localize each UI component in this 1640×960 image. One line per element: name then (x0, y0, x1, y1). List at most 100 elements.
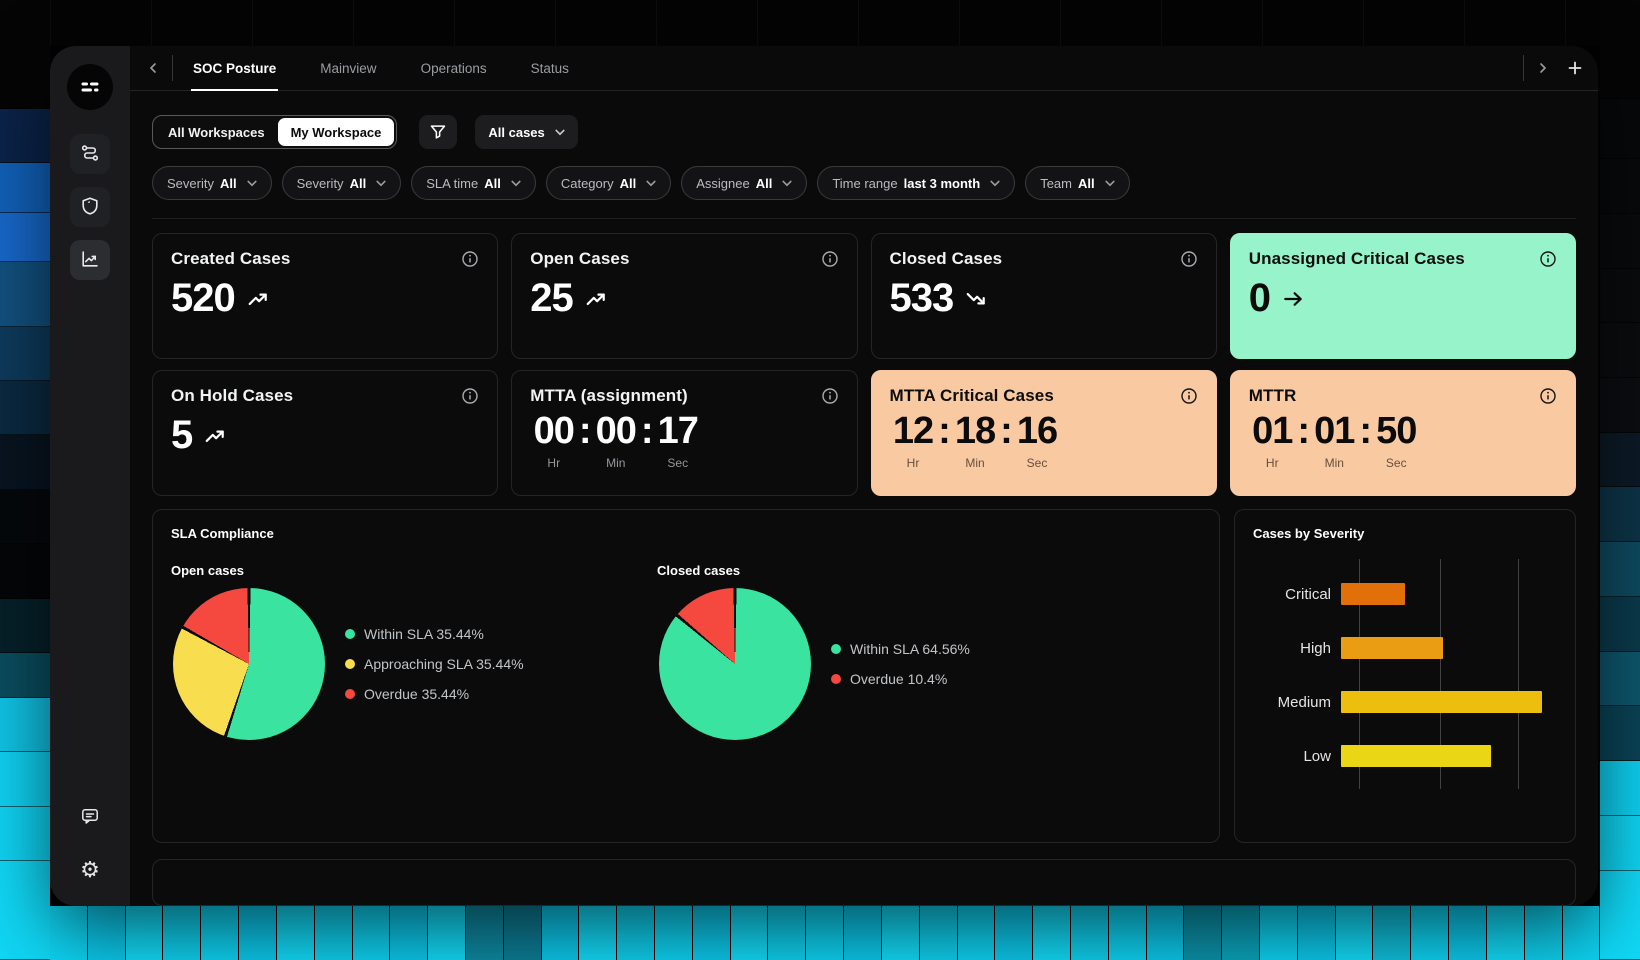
severity-bar-chart: Critical High Medium (1253, 567, 1557, 783)
legend-dot-approaching-sla (345, 659, 355, 669)
kpi-title: Closed Cases (890, 249, 1003, 269)
pill-label: Team (1040, 176, 1072, 191)
kpi-title: MTTA (assignment) (530, 386, 688, 406)
tab-soc-posture[interactable]: SOC Posture (191, 46, 278, 90)
severity-row-medium: Medium (1253, 675, 1557, 729)
chevron-down-icon (376, 180, 386, 187)
tab-mainview[interactable]: Mainview (318, 46, 378, 90)
time-unit-labels: HrMinSec (530, 456, 838, 470)
time-range-filter[interactable]: Time rangelast 3 month (817, 166, 1015, 200)
pill-label: Severity (167, 176, 214, 191)
team-filter[interactable]: TeamAll (1025, 166, 1129, 200)
sidebar-item-settings[interactable]: ⚙ (70, 850, 110, 890)
cases-by-severity-card: Cases by Severity Critical High (1234, 509, 1576, 843)
sla-compliance-title: SLA Compliance (171, 526, 1201, 541)
kpi-time-value: 12:18:16 (890, 410, 1198, 453)
category-filter[interactable]: CategoryAll (546, 166, 671, 200)
pill-value: All (484, 176, 501, 191)
tab-status[interactable]: Status (529, 46, 571, 90)
kpi-grid: Created Cases 520 Open Cases 25 Closed C… (152, 233, 1576, 496)
add-tab-button[interactable] (1564, 57, 1586, 79)
pill-label: Category (561, 176, 614, 191)
screen: ⚙ SOC Posture Mainview Operations Status (0, 0, 1640, 960)
tabs: SOC Posture Mainview Operations Status (191, 46, 571, 90)
my-workspace-button[interactable]: My Workspace (278, 118, 395, 146)
severity-row-high: High (1253, 621, 1557, 675)
kpi-value: 520 (171, 276, 235, 321)
kpi-card-open-cases: Open Cases 25 (511, 233, 857, 359)
chevron-down-icon (511, 180, 521, 187)
shield-icon (80, 196, 100, 219)
legend-label: Approaching SLA 35.44% (364, 656, 524, 672)
kpi-value: 533 (890, 276, 954, 321)
kpi-title: Unassigned Critical Cases (1249, 249, 1465, 269)
kpi-card-unassigned-critical-cases: Unassigned Critical Cases 0 (1230, 233, 1576, 359)
kpi-title: Open Cases (530, 249, 629, 269)
assignee-filter[interactable]: AssigneeAll (681, 166, 807, 200)
kpi-value: 25 (530, 276, 573, 321)
controls-row: All Workspaces My Workspace All cases (152, 115, 1576, 149)
info-icon[interactable] (821, 250, 839, 268)
app-logo[interactable] (67, 64, 113, 110)
severity-label: Low (1253, 748, 1341, 765)
sidebar-item-security[interactable] (70, 187, 110, 227)
chevron-right-icon (1538, 62, 1548, 74)
info-icon[interactable] (461, 250, 479, 268)
kpi-value: 0 (1249, 276, 1270, 321)
info-icon[interactable] (821, 387, 839, 405)
legend-label: Overdue 35.44% (364, 686, 469, 702)
severity-bar-high (1341, 637, 1443, 659)
legend-dot-overdue (831, 674, 841, 684)
wallpaper-right-strip (1600, 0, 1640, 960)
kpi-title: Created Cases (171, 249, 290, 269)
filter-button[interactable] (419, 115, 457, 149)
all-cases-dropdown[interactable]: All cases (475, 115, 577, 149)
legend-label: Overdue 10.4% (850, 671, 947, 687)
info-icon[interactable] (1539, 250, 1557, 268)
pill-label: Severity (297, 176, 344, 191)
wallpaper-bottom-strip (50, 906, 1600, 960)
chevron-down-icon (555, 129, 565, 136)
info-icon[interactable] (461, 387, 479, 405)
sidebar-item-workflows[interactable] (70, 134, 110, 174)
legend-item: Within SLA 64.56% (831, 641, 970, 657)
chevron-down-icon (646, 180, 656, 187)
time-unit-labels: HrMinSec (1249, 456, 1557, 470)
workflow-icon (80, 143, 100, 166)
kpi-card-on-hold-cases: On Hold Cases 5 (152, 370, 498, 496)
legend-item: Within SLA 35.44% (345, 626, 524, 642)
sidebar-item-feedback[interactable] (70, 797, 110, 837)
severity-filter-1[interactable]: SeverityAll (152, 166, 272, 200)
wallpaper-left-strip (0, 0, 50, 960)
severity-filter-2[interactable]: SeverityAll (282, 166, 402, 200)
info-icon[interactable] (1180, 387, 1198, 405)
funnel-icon (429, 123, 447, 141)
chevron-down-icon (782, 180, 792, 187)
all-workspaces-button[interactable]: All Workspaces (155, 118, 278, 146)
severity-label: High (1253, 640, 1341, 657)
sidebar-item-analytics[interactable] (70, 240, 110, 280)
severity-label: Medium (1253, 694, 1341, 711)
workspace-toggle: All Workspaces My Workspace (152, 115, 397, 149)
info-icon[interactable] (1539, 387, 1557, 405)
closed-cases-pie-chart (659, 588, 811, 740)
filter-pills-row: SeverityAll SeverityAll SLA timeAll Cate… (152, 166, 1576, 200)
pill-label: SLA time (426, 176, 478, 191)
pill-value: All (756, 176, 773, 191)
chat-icon (80, 806, 100, 829)
kpi-card-mtta-critical-cases: MTTA Critical Cases 12:18:16 HrMinSec (871, 370, 1217, 496)
trending-up-icon (247, 288, 269, 310)
next-tab-button[interactable] (1534, 58, 1552, 78)
sidebar: ⚙ (50, 46, 130, 906)
tab-operations[interactable]: Operations (419, 46, 489, 90)
kpi-card-mttr: MTTR 01:01:50 HrMinSec (1230, 370, 1576, 496)
time-unit-labels: HrMinSec (890, 456, 1198, 470)
line-chart-icon (80, 249, 100, 272)
info-icon[interactable] (1180, 250, 1198, 268)
collapse-tabs-button[interactable] (144, 58, 162, 78)
legend-item: Overdue 10.4% (831, 671, 970, 687)
trending-down-icon (965, 288, 987, 310)
trending-up-icon (585, 288, 607, 310)
legend-item: Approaching SLA 35.44% (345, 656, 524, 672)
sla-time-filter[interactable]: SLA time All (411, 166, 536, 200)
